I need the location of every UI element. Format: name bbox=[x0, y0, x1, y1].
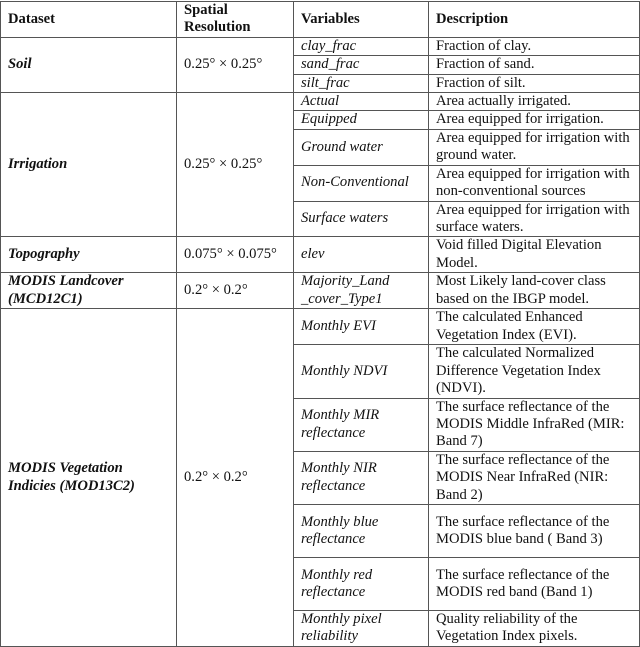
header-row: Dataset Spatial Resolution Variables Des… bbox=[0, 1, 640, 38]
table-row: Equipped Area equipped for irrigation. bbox=[1, 110, 640, 130]
header-variables: Variables bbox=[293, 1, 429, 38]
variable-cell: Surface waters bbox=[293, 200, 429, 238]
table-row: MODIS Vegetation Indicies (MOD13C2) 0.2° … bbox=[0, 308, 640, 647]
description-cell: Area actually irrigated. bbox=[428, 92, 640, 112]
table-row: Surface waters Area equipped for irrigati… bbox=[1, 200, 640, 238]
description-cell: Quality reliability of the Vegetation In… bbox=[428, 609, 640, 647]
dataset-cell: MODIS Landcover (MCD12C1) bbox=[0, 272, 177, 310]
dataset-cell: Topography bbox=[0, 236, 177, 274]
variable-cell: sand_frac bbox=[293, 55, 429, 75]
variable-cell: Non-Conventional bbox=[293, 164, 429, 202]
variable-cell: clay_frac bbox=[293, 36, 429, 57]
variable-cell: Actual bbox=[293, 92, 429, 112]
variable-cell: Monthly EVI bbox=[293, 308, 429, 346]
table-row: sand_frac Fraction of sand. bbox=[1, 55, 640, 75]
table-row: Monthly NDVI The calculated Normalized Di… bbox=[1, 344, 640, 399]
description-cell: Fraction of silt. bbox=[428, 73, 640, 94]
table-row: Non-Conventional Area equipped for irriga… bbox=[1, 164, 640, 202]
description-cell: The surface reflectance of the MODIS red… bbox=[428, 556, 640, 611]
resolution-cell: 0.25° × 0.25° bbox=[176, 92, 294, 238]
dataset-cell: Irrigation bbox=[0, 92, 177, 238]
description-cell: Area equipped for irrigation with surfac… bbox=[428, 200, 640, 238]
table-row: Monthly red reflectance The surface refle… bbox=[1, 556, 640, 611]
variable-cell: Ground water bbox=[293, 128, 429, 166]
dataset-cell: Soil bbox=[0, 36, 177, 94]
variable-cell: silt_frac bbox=[293, 73, 429, 94]
description-cell: Most Likely land-cover class based on th… bbox=[428, 272, 640, 310]
description-cell: Fraction of clay. bbox=[428, 36, 640, 57]
variable-cell: Monthly NDVI bbox=[293, 344, 429, 399]
description-cell: Void filled Digital Elevation Model. bbox=[428, 236, 640, 274]
header-resolution: Spatial Resolution bbox=[176, 1, 294, 38]
description-cell: The calculated Normalized Difference Veg… bbox=[428, 344, 640, 399]
resolution-cell: 0.075° × 0.075° bbox=[176, 236, 294, 274]
header-description: Description bbox=[428, 1, 640, 38]
table-row: Soil 0.25° × 0.25° clay_frac Fraction of cl… bbox=[0, 36, 640, 94]
description-cell: Area equipped for irrigation. bbox=[428, 110, 640, 130]
description-cell: The surface reflectance of the MODIS blu… bbox=[428, 503, 640, 558]
table-row: Topography 0.075° × 0.075° elev Void filled… bbox=[0, 236, 640, 274]
resolution-cell: 0.2° × 0.2° bbox=[176, 308, 294, 647]
variable-cell: Monthly pixel reliability bbox=[293, 609, 429, 647]
variable-cell: Majority_Land _cover_Type1 bbox=[293, 272, 429, 310]
variable-cell: Monthly NIR reflectance bbox=[293, 450, 429, 505]
table-row: MODIS Landcover (MCD12C1) 0.2° × 0.2° Majo… bbox=[0, 272, 640, 310]
description-cell: Fraction of sand. bbox=[428, 55, 640, 75]
variable-cell: Monthly blue reflectance bbox=[293, 503, 429, 558]
table-row: Monthly NIR reflectance The surface refle… bbox=[1, 450, 640, 505]
description-cell: The surface reflectance of the MODIS Nea… bbox=[428, 450, 640, 505]
table-body: Soil 0.25° × 0.25° clay_frac Fraction of cl… bbox=[0, 36, 640, 647]
dataset-cell: MODIS Vegetation Indicies (MOD13C2) bbox=[0, 308, 177, 647]
description-cell: Area equipped for irrigation with ground… bbox=[428, 128, 640, 166]
table-row: Monthly MIR reflectance The surface refle… bbox=[1, 397, 640, 452]
description-cell: The calculated Enhanced Vegetation Index… bbox=[428, 308, 640, 346]
resolution-cell: 0.2° × 0.2° bbox=[176, 272, 294, 310]
variable-cell: Monthly red reflectance bbox=[293, 556, 429, 611]
description-cell: The surface reflectance of the MODIS Mid… bbox=[428, 397, 640, 452]
header-dataset: Dataset bbox=[0, 1, 177, 38]
variable-cell: Equipped bbox=[293, 110, 429, 130]
resolution-cell: 0.25° × 0.25° bbox=[176, 36, 294, 94]
variable-cell: Monthly MIR reflectance bbox=[293, 397, 429, 452]
variable-cell: elev bbox=[293, 236, 429, 274]
table-row: Irrigation 0.25° × 0.25° Actual Area actual… bbox=[0, 92, 640, 238]
description-cell: Area equipped for irrigation with non-co… bbox=[428, 164, 640, 202]
